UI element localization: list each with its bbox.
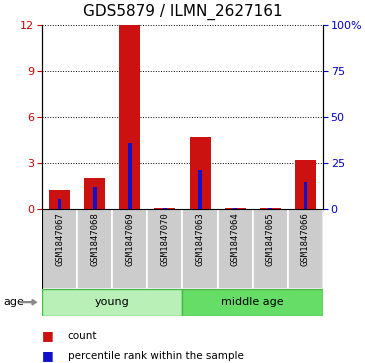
Text: middle age: middle age <box>222 297 284 307</box>
Text: count: count <box>68 331 97 341</box>
Bar <box>198 170 202 209</box>
Bar <box>163 208 167 209</box>
Text: GSM1847063: GSM1847063 <box>196 213 204 266</box>
Text: GSM1847068: GSM1847068 <box>90 213 99 266</box>
Bar <box>154 208 176 209</box>
Text: GSM1847066: GSM1847066 <box>301 213 310 266</box>
Text: GSM1847067: GSM1847067 <box>55 213 64 266</box>
Bar <box>112 209 147 289</box>
Bar <box>128 143 132 209</box>
Bar <box>147 209 182 289</box>
Text: GSM1847064: GSM1847064 <box>231 213 240 266</box>
Text: GDS5879 / ILMN_2627161: GDS5879 / ILMN_2627161 <box>83 4 282 20</box>
Text: young: young <box>95 297 130 307</box>
Bar <box>77 209 112 289</box>
Bar <box>58 199 61 209</box>
Bar <box>42 209 77 289</box>
Bar <box>218 209 253 289</box>
Bar <box>295 160 316 209</box>
Text: age: age <box>4 297 24 307</box>
Bar <box>253 209 288 289</box>
Bar <box>268 208 272 209</box>
Text: GSM1847070: GSM1847070 <box>161 213 169 266</box>
Bar <box>288 209 323 289</box>
Bar <box>225 208 246 209</box>
Bar <box>233 208 237 209</box>
Text: ■: ■ <box>42 349 54 362</box>
Bar <box>182 209 218 289</box>
Bar <box>304 182 307 209</box>
Text: ■: ■ <box>42 329 54 342</box>
Text: GSM1847069: GSM1847069 <box>125 213 134 266</box>
Bar <box>182 289 323 316</box>
Bar <box>189 137 211 209</box>
Bar <box>93 187 97 209</box>
Bar <box>119 25 140 209</box>
Bar <box>49 190 70 209</box>
Bar <box>84 178 105 209</box>
Text: percentile rank within the sample: percentile rank within the sample <box>68 351 243 361</box>
Text: GSM1847065: GSM1847065 <box>266 213 275 266</box>
Bar <box>42 289 182 316</box>
Bar <box>260 208 281 209</box>
